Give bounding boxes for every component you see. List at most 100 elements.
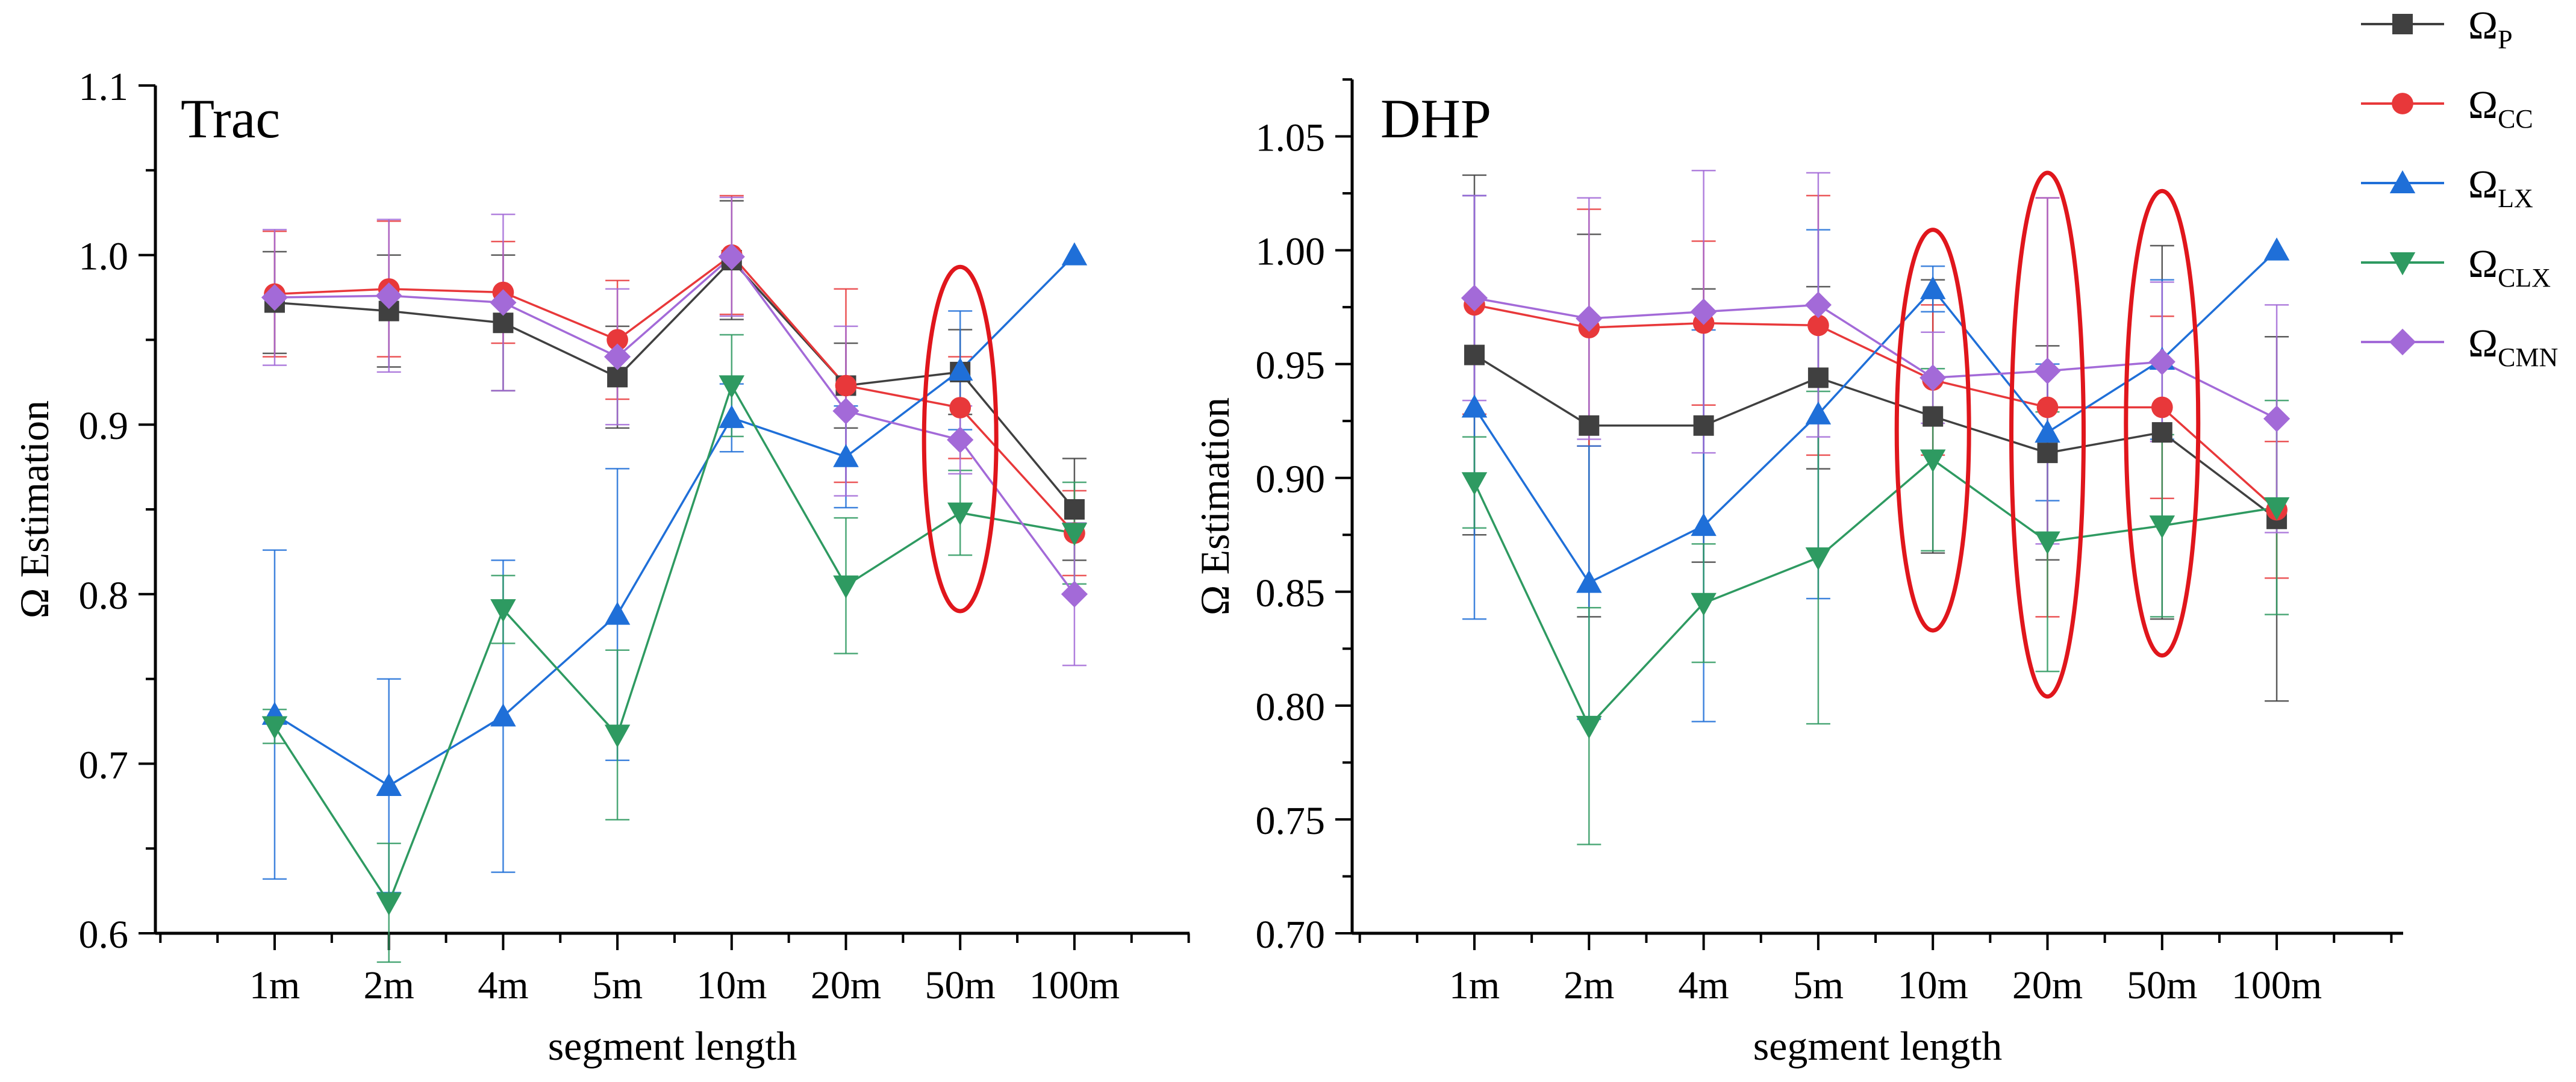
highlight-ellipse (922, 264, 999, 614)
data-point-lx (947, 357, 973, 381)
data-point-p (1693, 415, 1714, 436)
data-point-cc (2151, 396, 2173, 418)
x-tick-label: 20m (2012, 963, 2083, 1007)
data-point-lx (490, 703, 516, 727)
data-point-clx (2149, 515, 2175, 539)
data-point-cmn (947, 426, 974, 453)
y-tick-label: 0.75 (1256, 799, 1326, 843)
x-tick-label: 4m (478, 963, 528, 1007)
chart-trac: 0.6 0.7 0.8 0.9 1.0 1.1 1m 2m 4m 5m 10m 20m 50m 100m T… (11, 65, 1190, 1069)
data-point-cmn (604, 343, 631, 370)
chart-dhp: 0.70 0.75 0.80 0.85 0.90 0.95 1.00 1.05 1m 2m 4m 5m… (1192, 78, 2403, 1069)
legend-label-lx: ΩLX (2468, 163, 2533, 213)
chart-title: DHP (1380, 88, 1491, 149)
data-point-cmn (1576, 305, 1603, 332)
y-tick-label: 1.0 (79, 235, 129, 279)
data-point-cmn (1804, 291, 1832, 319)
data-point-cmn (1061, 580, 1088, 608)
x-tick-label: 1m (1449, 963, 1500, 1007)
data-point-lx (1920, 276, 1946, 299)
y-tick-label: 0.85 (1256, 571, 1326, 615)
x-axis-label: segment length (1753, 1023, 2003, 1069)
data-point-clx (1691, 592, 1717, 616)
x-tick-label: 50m (925, 963, 996, 1007)
data-point-lx (2035, 419, 2060, 443)
x-tick-label: 5m (1793, 963, 1844, 1007)
data-point-p (1464, 344, 1485, 365)
x-tick-label: 1m (249, 963, 300, 1007)
data-point-cmn (1461, 284, 1488, 312)
series-line-cc (274, 253, 1076, 534)
highlight-ellipse (2009, 170, 2086, 699)
legend-marker-cc (2392, 93, 2413, 114)
data-point-cc (2036, 396, 2059, 418)
data-point-clx (1061, 523, 1088, 546)
series-line-clx (273, 383, 1075, 906)
x-tick-label: 4m (1678, 963, 1729, 1007)
data-point-cmn (490, 289, 517, 316)
x-tick-label: 100m (1029, 963, 1120, 1007)
data-point-cmn (1690, 298, 1717, 325)
legend-label-p: ΩP (2468, 4, 2513, 54)
legend-subscript: CC (2498, 104, 2533, 134)
data-point-lx (1805, 401, 1832, 424)
series-line-p (1474, 354, 2278, 520)
legend-marker-p (2392, 14, 2413, 34)
legend-symbol: Ω (2468, 242, 2498, 286)
x-tick-label: 5m (592, 963, 643, 1007)
legend-symbol: Ω (2468, 4, 2498, 48)
legend-label-cmn: ΩCMN (2468, 322, 2558, 372)
data-point-p (1579, 415, 1600, 436)
y-tick-label: 0.8 (79, 574, 129, 618)
y-tick-label: 0.70 (1256, 913, 1326, 957)
legend-subscript: P (2498, 25, 2512, 54)
y-axis-label: Ω Estimation (1192, 397, 1238, 615)
series-line-cmn (274, 255, 1076, 595)
data-point-clx (490, 599, 516, 623)
y-axis-label: Ω Estimation (11, 400, 57, 618)
y-tick-label: 1.1 (79, 65, 129, 109)
legend-label-clx: ΩCLX (2468, 242, 2551, 293)
y-tick-label: 0.80 (1256, 685, 1326, 729)
legend-label-cc: ΩCC (2468, 83, 2533, 134)
data-point-lx (376, 773, 402, 797)
y-tick-label: 0.95 (1256, 344, 1326, 388)
data-point-lx (1576, 570, 1602, 593)
data-point-clx (2263, 497, 2290, 521)
data-point-clx (604, 724, 631, 748)
legend-symbol: Ω (2468, 163, 2498, 207)
x-axis-label: segment length (548, 1023, 797, 1069)
y-tick-label: 0.90 (1256, 458, 1326, 502)
data-point-p (2037, 443, 2058, 464)
series-line-lx (1473, 249, 2278, 584)
data-point-cmn (2263, 405, 2291, 432)
legend-symbol: Ω (2468, 322, 2498, 365)
legend-marker-cmn (2389, 328, 2416, 356)
data-point-cmn (375, 282, 402, 309)
data-point-lx (604, 602, 631, 625)
data-point-p (493, 312, 514, 334)
data-point-p (1923, 406, 1944, 427)
series-line-p (274, 258, 1076, 511)
data-point-lx (1691, 512, 1717, 536)
y-tick-label: 1.00 (1256, 230, 1326, 274)
data-point-cmn (2148, 348, 2175, 375)
data-point-lx (1061, 242, 1088, 266)
data-point-cc (949, 397, 971, 418)
data-point-clx (261, 716, 288, 739)
data-point-cmn (261, 284, 288, 311)
series-line-clx (1473, 458, 2277, 728)
data-point-p (607, 367, 628, 388)
y-tick-label: 0.7 (79, 743, 129, 787)
data-point-p (2151, 422, 2172, 443)
data-point-lx (719, 405, 745, 428)
data-point-clx (719, 375, 745, 399)
data-point-clx (833, 575, 859, 599)
data-point-clx (1576, 715, 1602, 739)
data-point-cc (835, 375, 857, 397)
y-tick-label: 0.9 (79, 404, 129, 448)
data-point-cc (1807, 314, 1829, 337)
y-tick-label: 0.6 (79, 913, 129, 957)
x-tick-label: 10m (1898, 963, 1968, 1007)
